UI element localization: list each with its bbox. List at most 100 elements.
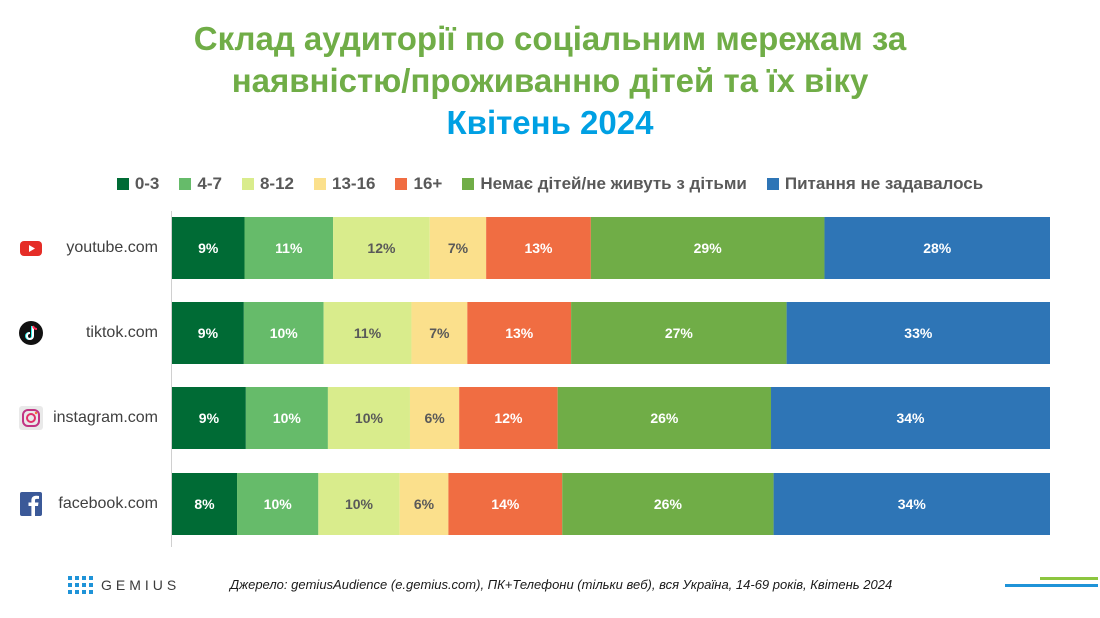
bar-segment	[562, 473, 774, 535]
legend-swatch	[179, 178, 192, 190]
bar-segment	[237, 473, 319, 535]
data-label: 11%	[275, 240, 303, 256]
legend-label: 8-12	[259, 174, 294, 193]
row-label-instagram: instagram.com	[18, 398, 158, 438]
title-line-3: Квітень 2024	[446, 104, 654, 141]
bar-segment	[172, 387, 246, 449]
bar-segment	[399, 473, 449, 535]
data-label: 27%	[665, 325, 694, 341]
row-label-facebook: facebook.com	[18, 484, 158, 524]
data-label: 8%	[194, 496, 215, 512]
logo-dots-icon	[68, 576, 93, 594]
data-label: 29%	[694, 240, 723, 256]
data-label: 9%	[198, 240, 219, 256]
row-name: instagram.com	[53, 409, 158, 426]
bar-segment	[448, 473, 563, 535]
title-line-1: Склад аудиторії по соціальним мережам за	[193, 20, 907, 57]
row-name: youtube.com	[66, 239, 158, 256]
category-axis-line	[171, 211, 172, 547]
data-label: 6%	[414, 496, 435, 512]
data-label: 9%	[199, 410, 220, 426]
decor-line-blue	[1005, 584, 1098, 587]
legend-item-4-7: 4-7	[179, 174, 222, 194]
row-name: facebook.com	[58, 495, 158, 512]
data-label: 26%	[650, 410, 679, 426]
bar-segment	[244, 217, 334, 279]
bar-segment	[467, 302, 572, 364]
bar-segment	[411, 302, 468, 364]
bar-segment	[172, 217, 245, 279]
source-note: Джерело: gemiusAudience (e.gemius.com), …	[230, 577, 893, 592]
bar-segment	[773, 473, 1050, 535]
data-label: 10%	[355, 410, 384, 426]
bar-segment	[318, 473, 400, 535]
legend-swatch	[395, 178, 408, 190]
data-label: 11%	[354, 325, 382, 341]
bar-segment	[323, 302, 412, 364]
legend-swatch	[766, 178, 779, 190]
data-label: 7%	[448, 240, 469, 256]
data-label: 33%	[904, 325, 933, 341]
legend-item-not-asked: Питання не задавалось	[766, 174, 984, 194]
logo-text: GEMIUS	[101, 577, 181, 593]
data-label: 12%	[367, 240, 396, 256]
legend-item-13-16: 13-16	[314, 174, 375, 194]
legend: 0-3 4-7 8-12 13-16 16+ Немає дітей/не жи…	[0, 174, 1100, 194]
legend-item-16-plus: 16+	[395, 174, 442, 194]
bar-segment	[243, 302, 324, 364]
decor-line-green	[1040, 577, 1098, 580]
bar-segment	[333, 217, 430, 279]
legend-swatch	[241, 178, 254, 190]
data-label: 10%	[273, 410, 302, 426]
bar-segment	[327, 387, 410, 449]
bar-segment	[571, 302, 787, 364]
data-label: 34%	[896, 410, 925, 426]
legend-label: Немає дітей/не живуть з дітьми	[480, 174, 747, 193]
data-label: 13%	[505, 325, 534, 341]
data-label: 9%	[198, 325, 219, 341]
bar-segment	[409, 387, 460, 449]
data-label: 34%	[898, 496, 927, 512]
instagram-icon	[19, 406, 43, 430]
data-label: 10%	[264, 496, 293, 512]
legend-label: 4-7	[197, 174, 222, 193]
bar-segment	[557, 387, 772, 449]
bar-segment	[771, 387, 1050, 449]
data-label: 6%	[424, 410, 445, 426]
data-label: 13%	[524, 240, 553, 256]
legend-swatch	[314, 178, 326, 190]
title-line-2: наявністю/проживанню дітей та їх віку	[231, 62, 869, 99]
legend-item-0-3: 0-3	[116, 174, 160, 194]
row-name: tiktok.com	[85, 324, 158, 341]
bar-segment	[459, 387, 558, 449]
legend-item-8-12: 8-12	[241, 174, 294, 194]
bar-segment	[245, 387, 328, 449]
data-label: 10%	[270, 325, 299, 341]
data-label: 12%	[494, 410, 523, 426]
facebook-icon	[20, 492, 42, 516]
gemius-logo: GEMIUS	[68, 576, 180, 594]
legend-swatch	[116, 178, 129, 190]
data-label: 10%	[345, 496, 374, 512]
bar-segment	[590, 217, 825, 279]
legend-label: 16+	[413, 174, 443, 193]
chart-title: Склад аудиторії по соціальним мережам за…	[0, 18, 1100, 144]
data-label: 26%	[654, 496, 683, 512]
legend-label: 0-3	[134, 174, 160, 193]
row-label-youtube: youtube.com	[18, 228, 158, 268]
legend-label: Питання не задавалось	[784, 174, 984, 193]
data-label: 7%	[429, 325, 450, 341]
data-label: 28%	[923, 240, 952, 256]
bar-segment	[486, 217, 591, 279]
legend-item-no-children: Немає дітей/не живуть з дітьми	[462, 174, 747, 194]
legend-swatch	[462, 178, 475, 190]
youtube-icon	[20, 241, 42, 256]
data-label: 14%	[491, 496, 520, 512]
tiktok-icon	[19, 321, 43, 345]
bar-segment	[172, 302, 244, 364]
bar-segment	[429, 217, 487, 279]
row-label-tiktok: tiktok.com	[18, 313, 158, 353]
bar-segment	[172, 473, 238, 535]
legend-label: 13-16	[332, 174, 376, 193]
